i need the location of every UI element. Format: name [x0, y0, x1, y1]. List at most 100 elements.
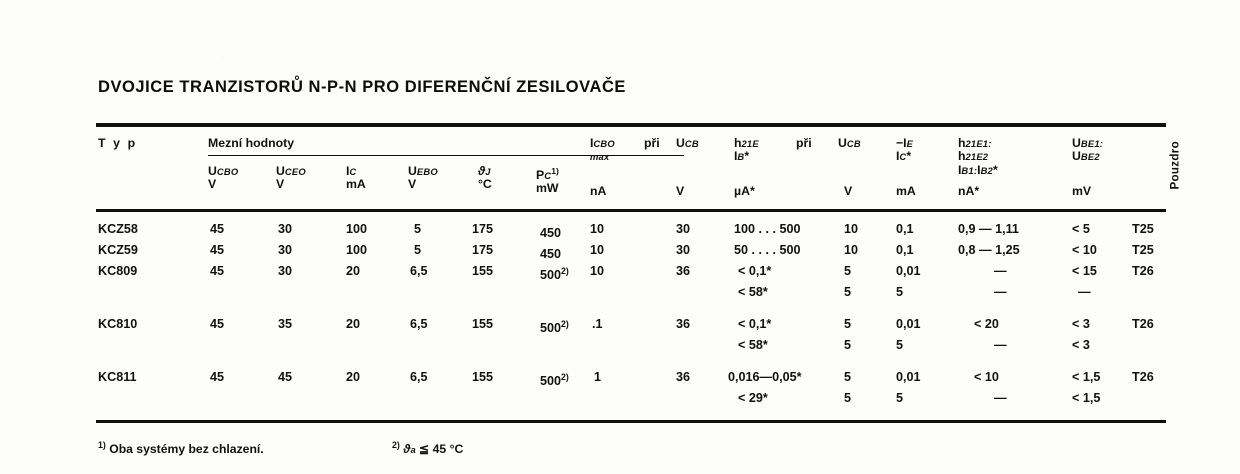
header-ib2-star: *: [992, 162, 998, 177]
table-header: T y p Mezní hodnoty UCBO V UCEO V IC mA …: [96, 127, 1181, 209]
cell-h21e-ratio: 0,9 — 1,11: [958, 221, 1019, 236]
header-h21e: h21E IB*: [734, 135, 759, 164]
cell-pouzdro: T25: [1132, 221, 1154, 236]
header-ucb-1-unit: V: [676, 183, 685, 198]
cell-h21e: 50 . . . . 500: [734, 242, 801, 257]
header-ib1-symbol: I: [958, 162, 962, 177]
footnote-2-marker: 2): [392, 439, 400, 450]
header-h21e1-subscript: 21E1: [965, 137, 989, 149]
header-ie-ic-symbol: I: [896, 149, 900, 164]
header-ube2-symbol: U: [1072, 149, 1081, 163]
cell-typ: KC809: [98, 263, 138, 278]
cell-ucbo: 45: [210, 369, 225, 384]
cell-ube: < 1,5: [1072, 369, 1101, 384]
cell-h21e-ratio: 0,8 — 1,25: [958, 242, 1020, 257]
cell-typ: KC810: [98, 316, 138, 331]
cell-h21e: 0,016—0,05*: [728, 369, 802, 384]
header-ucbo-unit: V: [208, 177, 217, 192]
header-theta-j: ϑJ °C: [478, 164, 492, 192]
header-h21e2-symbol: h: [958, 149, 966, 163]
cell-pouzdro: T26: [1132, 263, 1154, 278]
header-uebo: UEBO V: [408, 164, 438, 192]
cell-pc-value: 500: [540, 373, 562, 388]
header-h21e-subscript: 21E: [741, 137, 759, 149]
cell-icbo: 10: [590, 263, 605, 278]
header-h21e-ib-star: *: [744, 149, 750, 164]
header-uceo-subscript: CEO: [284, 165, 306, 177]
cell-h21e-ratio-line2: —: [994, 284, 1007, 299]
header-icbo-max: max: [590, 151, 610, 163]
table-row: KCZ59 45 30 100 5 175 450 10 30 50 . . .…: [96, 243, 1166, 264]
header-ube-unit: mV: [1072, 183, 1092, 198]
header-uceo-unit: V: [276, 177, 285, 192]
header-h21e-ib-symbol: I: [734, 149, 738, 164]
header-uceo: UCEO V: [276, 164, 306, 192]
row-gap: [96, 359, 1166, 370]
header-ie-ic-subscript: C: [899, 151, 907, 163]
header-theta-j-unit: °C: [478, 177, 492, 192]
header-ie: −IE IC*: [896, 136, 914, 164]
cell-typ: KC811: [98, 369, 137, 384]
cell-ucb-1: 36: [676, 369, 691, 384]
cell-ucb-2: 5: [844, 369, 852, 384]
cell-pc-footnote: 2): [561, 265, 569, 276]
header-h21e-symbol: h: [734, 135, 742, 150]
cell-ucb-2-line2: 5: [844, 284, 852, 299]
cell-uceo: 30: [278, 263, 293, 278]
footnote-2-text: ≦ 45 °C: [419, 441, 464, 456]
cell-h21e-line2: < 29*: [738, 390, 768, 405]
cell-ube: < 10: [1072, 242, 1097, 257]
footnote-1-text: Oba systémy bez chlazení.: [109, 441, 264, 456]
header-h21e-ratio: h21E1: h21E2 IB1:IB2*: [958, 136, 998, 178]
cell-ie: 0,01: [896, 369, 921, 384]
cell-typ: KCZ58: [98, 221, 138, 236]
header-ie-subscript: E: [906, 137, 914, 149]
header-ie-unit: mA: [896, 183, 916, 198]
cell-ic: 20: [346, 263, 361, 278]
cell-ucb-2: 10: [844, 242, 859, 257]
cell-ic: 100: [346, 221, 368, 236]
header-ube-sep: :: [1099, 137, 1104, 149]
cell-icbo: 10: [590, 242, 605, 257]
cell-ic: 100: [346, 242, 368, 257]
cell-ucb-2: 5: [844, 263, 852, 278]
cell-pc-value: 450: [540, 225, 562, 240]
table-header-rule: [96, 208, 1166, 212]
header-ib2-symbol: I: [977, 162, 981, 177]
datasheet-table-block: DVOJICE TRANZISTORŮ N-P-N PRO DIFERENČNÍ…: [96, 78, 1181, 462]
cell-pc-value: 500: [540, 267, 562, 282]
header-ib2-subscript: B2: [980, 164, 993, 176]
cell-ucb-1: 30: [676, 221, 691, 236]
table-body: KCZ58 45 30 100 5 175 450 10 30 100 . . …: [96, 212, 1166, 420]
cell-pouzdro: T26: [1132, 316, 1154, 331]
cell-ucbo: 45: [210, 316, 225, 331]
cell-icbo: 10: [590, 221, 605, 236]
cell-ucb-1: 36: [676, 316, 691, 331]
header-ucb-2: UCB: [838, 135, 861, 151]
header-ucb-1-subscript: CB: [684, 137, 699, 149]
row-gap: [96, 306, 1166, 317]
header-pc-footnote-marker: 1): [551, 165, 559, 176]
cell-ie: 0,1: [896, 221, 914, 236]
footnotes: 1) Oba systémy bez chlazení. 2) ϑa ≦ 45 …: [96, 432, 1166, 462]
cell-theta-j: 155: [472, 369, 494, 384]
cell-ucb-1: 30: [676, 242, 691, 257]
footnote-2: 2) ϑa ≦ 45 °C: [392, 440, 463, 456]
cell-theta-j: 175: [472, 242, 494, 257]
table-top-rule: [96, 123, 1166, 127]
page-title: DVOJICE TRANZISTORŮ N-P-N PRO DIFERENČNÍ…: [98, 78, 626, 96]
header-pc: PC1) mW: [536, 165, 559, 195]
cell-ie-line2: 5: [896, 337, 904, 352]
header-ucb-2-symbol: U: [838, 135, 847, 150]
header-icbo-subscript: CBO: [593, 137, 615, 149]
cell-h21e: 100 . . . 500: [734, 221, 801, 236]
cell-theta-j: 155: [472, 263, 494, 278]
cell-pc-value: 450: [540, 246, 562, 261]
header-uebo-unit: V: [408, 177, 417, 192]
header-h21e-ib-subscript: B: [737, 151, 745, 163]
cell-ube-line2: —: [1078, 284, 1091, 299]
cell-ucbo: 45: [210, 221, 225, 236]
cell-h21e-ratio: < 10: [974, 369, 999, 384]
header-ucb-2-subscript: CB: [846, 137, 861, 149]
header-pri-2: při: [796, 135, 812, 150]
